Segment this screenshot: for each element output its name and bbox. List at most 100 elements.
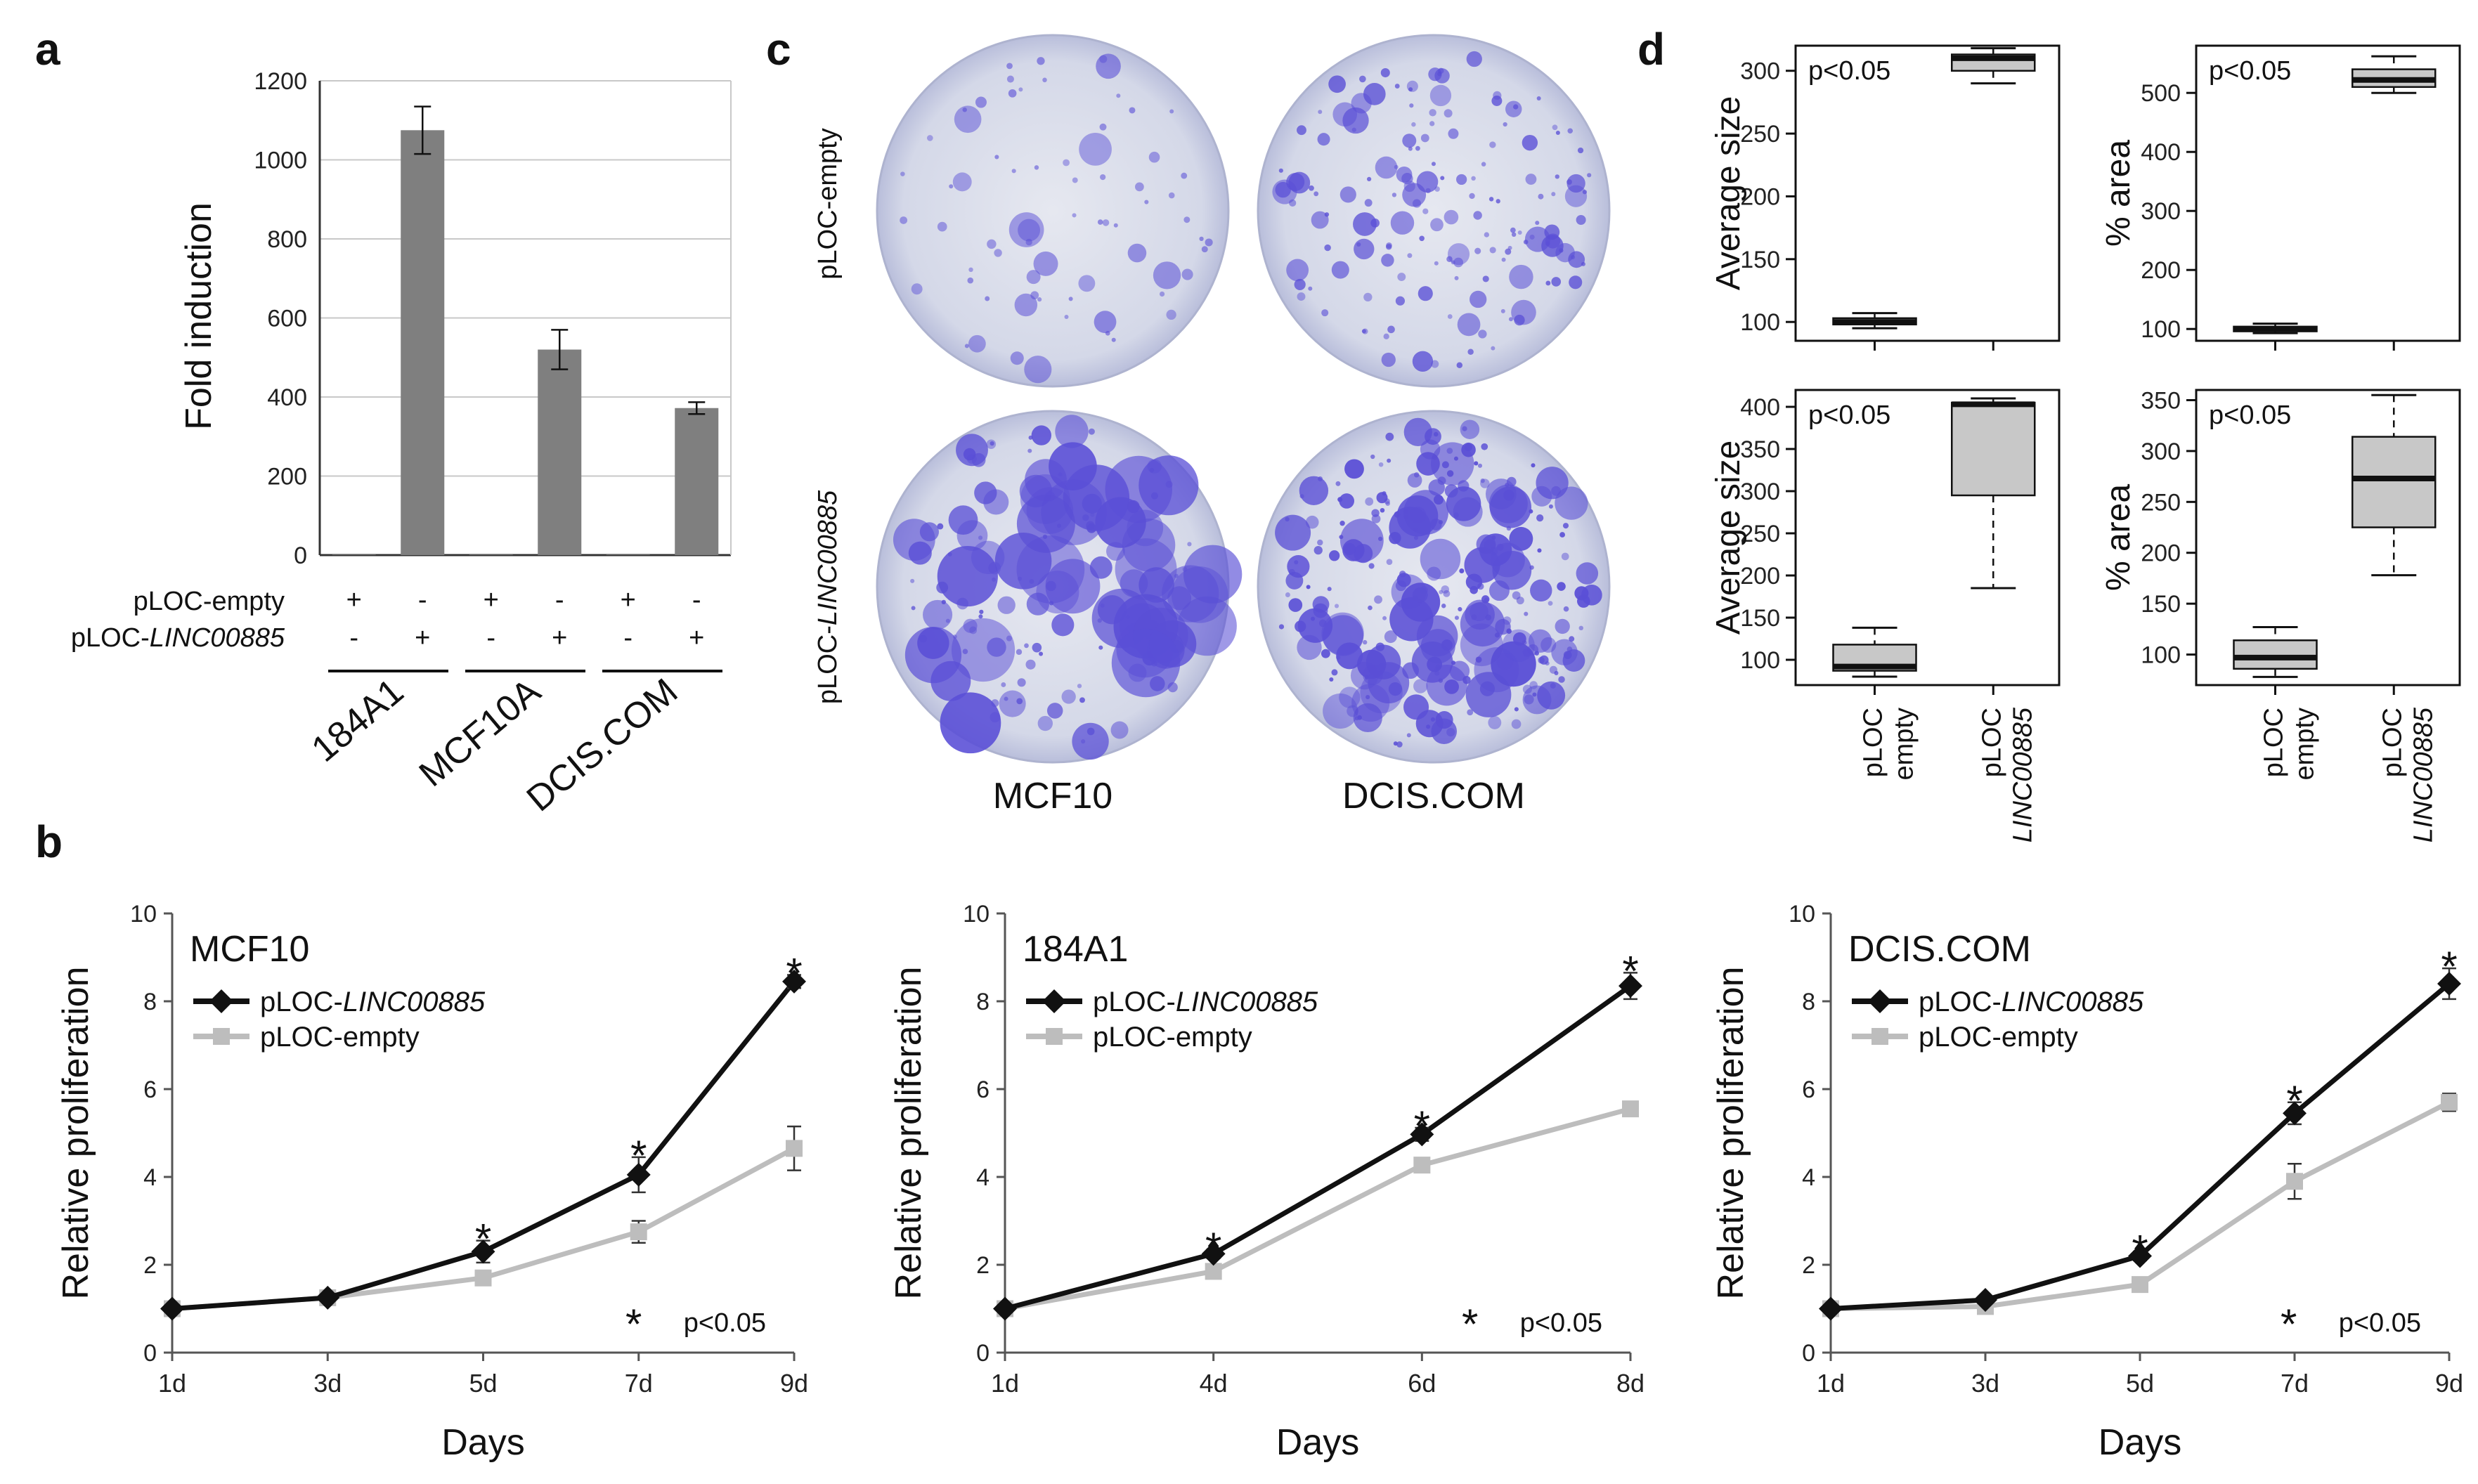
colony [1476, 534, 1496, 554]
colony [1538, 193, 1544, 200]
colony [1032, 642, 1042, 653]
line-chart-3: 0 2 4 6 8 10 1d 3d 5d 7d 9d Days Relative proliferat… [1711, 901, 2463, 1463]
box-y-tick-label: 150 [1740, 605, 1780, 632]
colony [1509, 264, 1533, 289]
bar-5 [606, 554, 650, 555]
colony [1413, 535, 1418, 540]
series-line-empty [1004, 1106, 1631, 1311]
colony [1375, 642, 1385, 651]
colony [1168, 192, 1175, 199]
colony [975, 96, 987, 108]
line-y-tick-label: 0 [143, 1340, 157, 1367]
colony [911, 283, 923, 295]
colony [1072, 177, 1078, 183]
series-point-linc [316, 1285, 340, 1310]
colony [1321, 649, 1330, 658]
colony [1364, 199, 1373, 207]
colony [1390, 211, 1415, 235]
colony [1440, 176, 1445, 181]
colony [1129, 107, 1136, 114]
colony [1342, 107, 1369, 134]
colony [1429, 121, 1435, 126]
colony [1289, 199, 1297, 207]
colony [1380, 507, 1385, 513]
line-y-tick-label: 0 [976, 1340, 990, 1367]
box-x-label-line1: pLOC [2259, 708, 2289, 777]
colony [1509, 526, 1533, 551]
colony-dish-2 [1257, 34, 1611, 388]
colony [952, 172, 972, 192]
colony [1025, 659, 1036, 670]
colony [1397, 273, 1406, 281]
colony [1407, 253, 1413, 259]
colony [1524, 611, 1529, 616]
colony [1536, 514, 1544, 522]
colony [1409, 103, 1414, 108]
colony [1578, 625, 1583, 631]
colony [1457, 313, 1481, 337]
colony [1537, 548, 1542, 553]
significance-star: * [1622, 947, 1638, 994]
colony [1078, 275, 1096, 292]
colony [1429, 84, 1452, 107]
colony [1569, 275, 1583, 289]
colony [1454, 616, 1459, 620]
p-note-star: * [2281, 1301, 2297, 1348]
colony [1525, 174, 1537, 185]
colony [1082, 514, 1089, 521]
colony [971, 453, 986, 467]
legend-linc-gene: LINC00885 [2002, 987, 2144, 1017]
series-point-empty [2286, 1173, 2303, 1190]
colony [1446, 256, 1453, 262]
colony [956, 520, 988, 552]
colony [1387, 458, 1392, 463]
colony [1481, 162, 1486, 167]
colony [1037, 57, 1045, 65]
colony [1394, 84, 1400, 89]
line-y-tick-label: 4 [143, 1164, 157, 1191]
colony [1551, 277, 1562, 287]
colony [1153, 261, 1181, 289]
colony [1111, 628, 1181, 698]
colony [1324, 244, 1331, 252]
colony [1566, 646, 1573, 652]
colony [1033, 251, 1058, 276]
colony [1027, 448, 1032, 453]
significance-star: * [786, 950, 802, 997]
colony [1017, 678, 1026, 687]
colony [1299, 476, 1329, 505]
cond-empty-sign: + [484, 585, 499, 615]
legend-label-empty: pLOC-empty [1093, 1022, 1252, 1053]
colony [1443, 590, 1451, 597]
colony [1389, 597, 1434, 642]
colony [1018, 219, 1041, 242]
colony [1334, 604, 1339, 608]
panel-label-c: c [766, 24, 791, 74]
colony [1439, 590, 1444, 594]
colony [1363, 83, 1386, 105]
line-x-tick-label: 1d [991, 1369, 1019, 1398]
colony [1026, 592, 1050, 616]
significance-star: * [630, 1132, 647, 1179]
series-point-empty [1205, 1263, 1222, 1280]
colony [954, 105, 982, 134]
box-y-tick-label: 250 [1740, 521, 1780, 547]
colony [1351, 127, 1356, 132]
line-chart-title: 184A1 [1023, 929, 1128, 970]
colony [1535, 221, 1540, 226]
colony [1318, 110, 1323, 115]
legend-label-linc: pLOC-LINC00885 [1093, 987, 1318, 1017]
colony [978, 614, 983, 619]
box-y-axis-label: Average size [1710, 96, 1747, 291]
colony [1385, 244, 1392, 250]
cond-linc-sign: - [623, 623, 633, 653]
colony [1147, 459, 1162, 474]
colony [1470, 290, 1487, 308]
colony [1099, 55, 1108, 63]
colony [1552, 124, 1558, 131]
line-y-tick-label: 10 [1789, 901, 1815, 928]
box-plot-1: 100 150 200 250 300 Average size p<0.05 [1710, 44, 2061, 351]
colony [1496, 543, 1504, 551]
colony [1323, 693, 1358, 729]
